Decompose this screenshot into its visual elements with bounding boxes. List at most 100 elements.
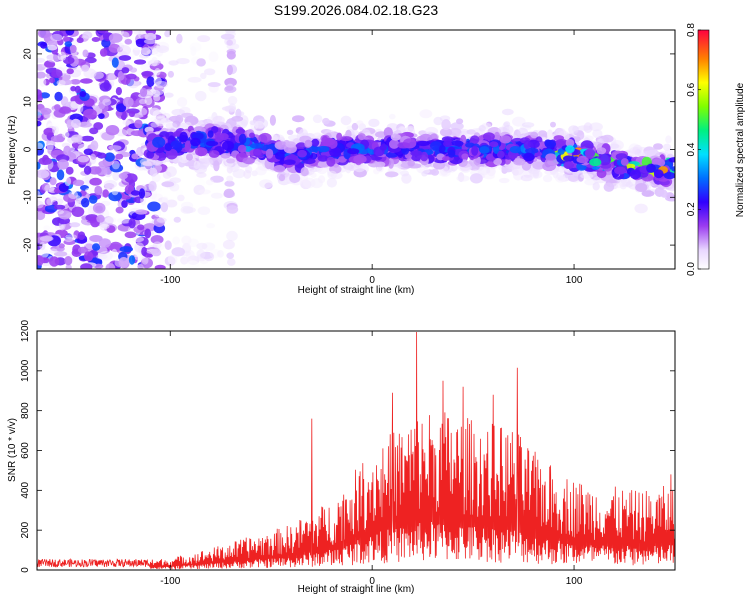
snr-x-ticks: -100 0 100 (160, 331, 583, 587)
spectrogram-cell (513, 158, 526, 166)
spectrogram-cell (89, 127, 99, 135)
spectrogram-cell (389, 139, 400, 149)
spectrogram-cell (138, 188, 146, 199)
spectrogram-cell (665, 135, 672, 144)
spectrogram-cell (173, 216, 181, 223)
spectrogram-cell (470, 135, 480, 144)
spectrogram-cell (170, 140, 182, 149)
spectrogram-x-label: Height of straight line (km) (298, 285, 415, 296)
spectrogram-cell (163, 92, 174, 98)
snr-y-label: SNR (10 * v/v) (7, 418, 18, 482)
spectrogram-cell (205, 140, 219, 147)
snr-y-tick-label: 1000 (20, 359, 31, 382)
spectrogram-cell (130, 130, 144, 137)
spectrogram-cell (81, 64, 90, 72)
spectrogram-cell (97, 30, 109, 34)
spectrogram-cell (57, 159, 69, 170)
colorbar-tick-label: 0.4 (686, 142, 697, 156)
spectrogram-cell (324, 137, 336, 146)
spectrogram-cell (99, 223, 110, 230)
spectrogram-cell (171, 108, 185, 116)
spectrogram-cell (226, 158, 236, 164)
spectrogram-cell (421, 171, 428, 177)
spectrogram-cell (152, 159, 161, 166)
spectrogram-cell (389, 113, 396, 120)
spectrogram-cell (151, 89, 161, 98)
spectrogram-cell (176, 97, 188, 107)
spectrogram-cell (439, 144, 446, 153)
snr-x-tick-label: -100 (160, 576, 180, 587)
spectrogram-cell (64, 256, 73, 266)
spectrogram-cell (525, 147, 539, 154)
spectrogram-cell (353, 154, 367, 164)
spectrogram-cell (111, 160, 120, 170)
spectrogram-cell (124, 231, 137, 239)
spectrogram-cell (489, 141, 499, 148)
spectrogram-cell (274, 141, 288, 150)
spectrogram-cell (532, 161, 546, 170)
spectrogram-cell (70, 44, 77, 54)
spectrogram-cell (347, 148, 360, 155)
spectrogram-cell (226, 205, 239, 214)
spectrogram-cell (68, 191, 79, 200)
spectrogram-cell (164, 143, 173, 152)
spectrogram-cell (211, 192, 223, 199)
spectrogram-cell (482, 132, 495, 141)
spectrogram-cell (357, 133, 366, 141)
spectrogram-cell (49, 177, 57, 186)
spectrogram-cell (105, 216, 117, 224)
spectrogram-cell (161, 196, 169, 203)
spectrogram-cell (565, 145, 575, 154)
spectrogram-cell (139, 53, 150, 59)
spectrogram-cell (442, 156, 450, 162)
spectrogram-x-tick-label: -100 (160, 275, 180, 286)
spectrogram-cell (80, 135, 94, 142)
chart-title: S199.2026.084.02.18.G23 (274, 2, 438, 18)
spectrogram-y-ticks: -20 -10 0 10 20 (23, 48, 675, 252)
spectrogram-cell (433, 116, 443, 126)
spectrogram-cell (312, 114, 323, 124)
snr-y-tick-label: 400 (20, 482, 31, 499)
spectrogram-cell (43, 127, 55, 136)
spectrogram-cell (79, 91, 87, 97)
spectrogram-cell (517, 127, 529, 139)
spectrogram-cell (121, 67, 130, 74)
spectrogram-cell (576, 156, 589, 164)
spectrogram-cell (465, 142, 475, 148)
spectrogram-cell (98, 113, 105, 120)
spectrogram-cell (497, 126, 508, 133)
spectrogram-cell (69, 222, 81, 228)
spectrogram-cell (308, 145, 320, 153)
spectrogram-cell (88, 166, 102, 175)
spectrogram-cell (67, 136, 79, 144)
spectrogram-cell (83, 108, 97, 119)
spectrogram-cell (200, 72, 207, 80)
spectrogram-cell (70, 86, 77, 92)
spectrogram-cell (596, 147, 607, 155)
spectrogram-y-tick-label: 0 (23, 146, 34, 152)
spectrogram-cell (154, 116, 167, 127)
spectrogram-cell (286, 129, 294, 135)
spectrogram-cell (197, 206, 211, 215)
spectrogram-cell (37, 211, 46, 221)
spectrogram-cell (83, 251, 94, 262)
spectrogram-cell (50, 135, 65, 143)
spectrogram-cell (128, 255, 136, 265)
spectrogram-cell (243, 169, 252, 179)
spectrogram-cell (419, 133, 433, 143)
spectrogram-cell (511, 168, 524, 176)
spectrogram-cell (499, 135, 512, 144)
spectrogram-cell (156, 217, 167, 223)
spectrogram-cell (115, 206, 124, 214)
spectrogram-cell (226, 252, 234, 259)
spectrogram-cell (144, 228, 152, 239)
spectrogram-cell (176, 58, 190, 65)
spectrogram-cell (254, 120, 265, 129)
spectrogram-cell (46, 143, 54, 151)
spectrogram-cell (37, 161, 41, 170)
spectrogram-cell (133, 30, 141, 35)
spectrogram-cell (132, 236, 144, 243)
spectrogram-cell (563, 161, 575, 170)
spectrogram-cell (592, 129, 603, 139)
